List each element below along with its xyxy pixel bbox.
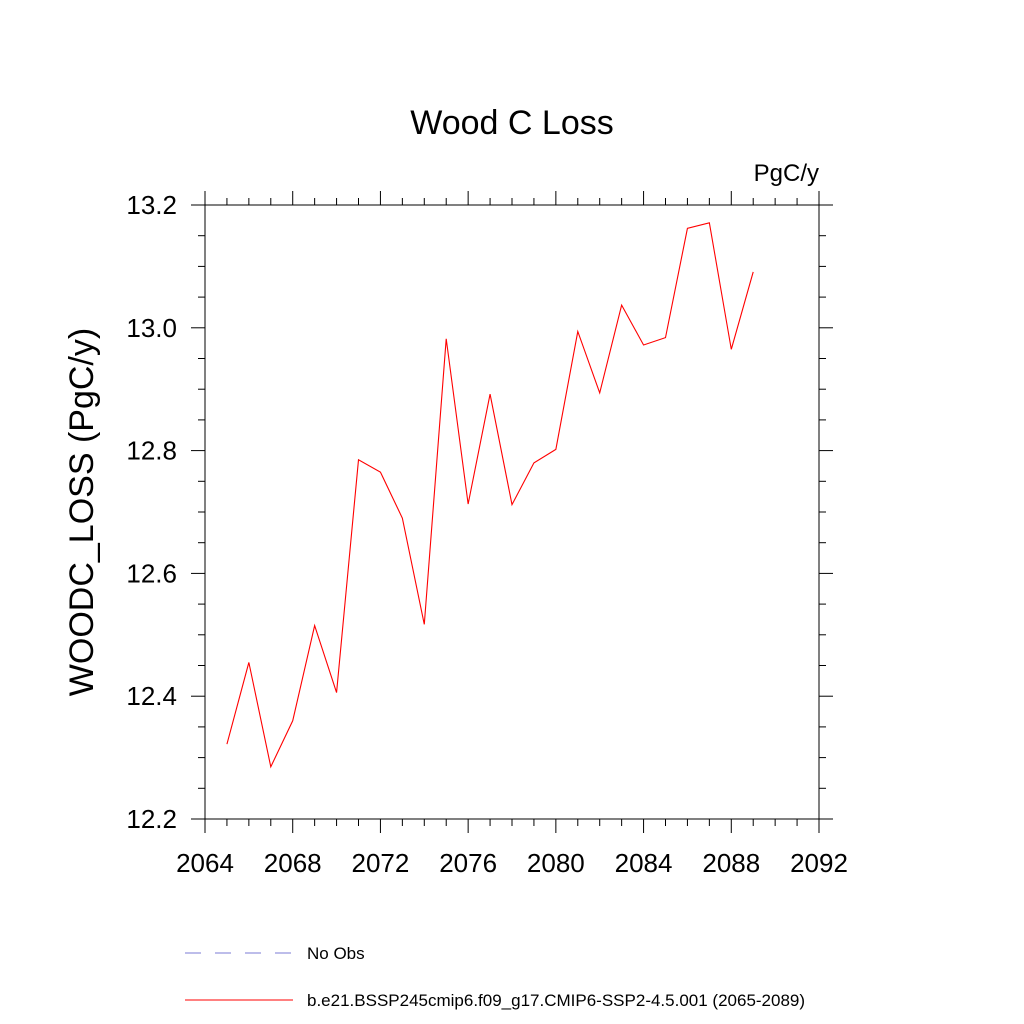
chart-title: Wood C Loss <box>410 104 613 142</box>
x-tick-label: 2072 <box>352 848 410 878</box>
x-tick-label: 2068 <box>264 848 322 878</box>
y-tick-label: 12.4 <box>126 681 177 711</box>
y-tick-label: 13.2 <box>126 190 177 220</box>
x-tick-label: 2088 <box>702 848 760 878</box>
legend: No Obs b.e21.BSSP245cmip6.f09_g17.CMIP6-… <box>185 944 805 1010</box>
units-label: PgC/y <box>754 160 819 187</box>
y-tick-label: 12.2 <box>126 804 177 834</box>
x-tick-label: 2080 <box>527 848 585 878</box>
y-tick-label: 12.6 <box>126 558 177 588</box>
y-tick-label: 13.0 <box>126 313 177 343</box>
series-lines <box>226 222 754 769</box>
x-tick-label: 2064 <box>176 848 234 878</box>
series-line <box>226 222 754 769</box>
y-tick-label: 12.8 <box>126 436 177 466</box>
x-tick-labels: 2064 2068 2072 2076 2080 2084 2088 2092 <box>176 848 848 878</box>
plot-frame <box>204 204 820 820</box>
y-axis-label: WOODC_LOSS (PgC/y) <box>63 328 101 696</box>
x-tick-label: 2084 <box>615 848 673 878</box>
y-tick-labels: 12.2 12.4 12.6 12.8 13.0 13.2 <box>126 190 177 834</box>
legend-label-ssp245: b.e21.BSSP245cmip6.f09_g17.CMIP6-SSP2-4.… <box>307 991 805 1010</box>
legend-label-no-obs: No Obs <box>307 944 365 963</box>
x-tick-label: 2092 <box>790 848 848 878</box>
x-tick-label: 2076 <box>439 848 497 878</box>
axis-ticks <box>191 191 833 833</box>
